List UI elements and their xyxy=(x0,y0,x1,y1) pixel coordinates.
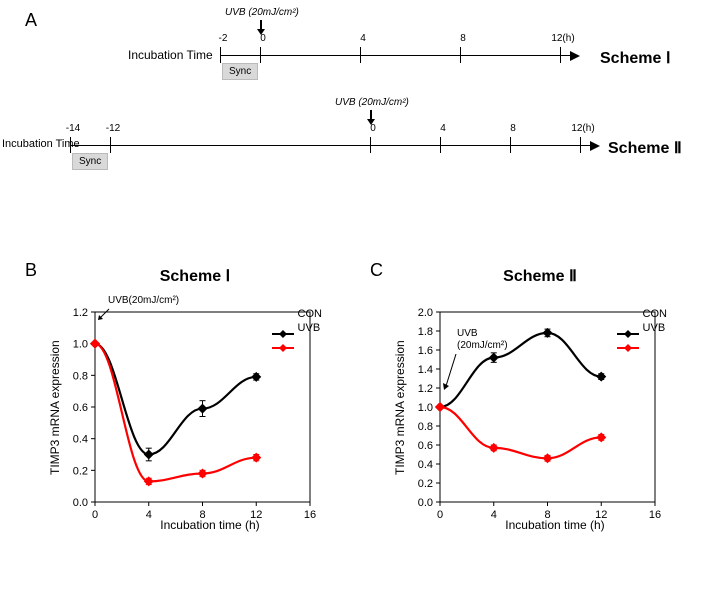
timeline-ticklabel: 8 xyxy=(498,123,528,134)
timeline-tick xyxy=(560,47,561,63)
timeline-ticklabel: 0 xyxy=(358,123,388,134)
timeline-tick xyxy=(360,47,361,63)
svg-text:0.4: 0.4 xyxy=(418,459,433,471)
chart-c-annotation-arrow-icon xyxy=(442,352,460,392)
svg-text:1.6: 1.6 xyxy=(418,345,433,357)
timeline-tick xyxy=(510,137,511,153)
timeline-ticklabel: -2 xyxy=(208,33,238,44)
timeline-ticklabel: 4 xyxy=(428,123,458,134)
chart-b-annotation-arrow-icon xyxy=(97,307,111,321)
chart-c-xlabel: Incubation time (h) xyxy=(400,518,710,532)
chart-b-xlabel: Incubation time (h) xyxy=(55,518,365,532)
timeline-ticklabel: 12(h) xyxy=(568,123,598,134)
panel-c-label: C xyxy=(370,260,383,281)
svg-text:1.2: 1.2 xyxy=(418,383,433,395)
legend-uvb-label-c: UVB xyxy=(643,322,666,334)
chart-b-title: Scheme Ⅰ xyxy=(40,266,350,286)
legend-con: CON xyxy=(617,308,667,320)
scheme2-label: Scheme Ⅱ xyxy=(608,138,682,158)
scheme2-sync-box: Sync xyxy=(72,153,108,170)
scheme1-timeline: Incubation Time UVB (20mJ/cm²) -204812(h… xyxy=(220,55,620,95)
scheme2-incubation-label: Incubation Time xyxy=(2,138,92,150)
svg-text:0.6: 0.6 xyxy=(418,440,433,452)
timeline-tick xyxy=(70,137,71,153)
timeline-tick xyxy=(460,47,461,63)
timeline-tick xyxy=(220,47,221,63)
timeline-ticklabel: 0 xyxy=(248,33,278,44)
scheme2-uvb-label: UVB (20mJ/cm²) xyxy=(335,97,409,108)
svg-text:0.0: 0.0 xyxy=(418,497,433,509)
svg-text:0.0: 0.0 xyxy=(73,497,88,509)
chart-c-annotation-l1: UVB xyxy=(457,328,478,339)
legend-con-label-c: CON xyxy=(643,308,667,320)
panel-a-label: A xyxy=(25,10,37,31)
scheme1-incubation-label: Incubation Time xyxy=(128,48,213,62)
svg-text:1.2: 1.2 xyxy=(73,307,88,319)
scheme1-sync-box: Sync xyxy=(222,63,258,80)
timeline-ticklabel: 8 xyxy=(448,33,478,44)
svg-text:0.6: 0.6 xyxy=(73,402,88,414)
svg-text:0.8: 0.8 xyxy=(73,370,88,382)
timeline-ticklabel: 12(h) xyxy=(548,33,578,44)
legend-uvb: UVB xyxy=(617,322,667,334)
legend-con-label: CON xyxy=(298,308,322,320)
scheme1-uvb-label: UVB (20mJ/cm²) xyxy=(225,7,299,18)
timeline-tick xyxy=(440,137,441,153)
panel-b-label: B xyxy=(25,260,37,281)
scheme1-axis xyxy=(220,55,570,56)
svg-text:0.8: 0.8 xyxy=(418,421,433,433)
chart-c-title: Scheme Ⅱ xyxy=(385,266,695,286)
scheme2-timeline: Incubation Time UVB (20mJ/cm²) -14-12048… xyxy=(70,145,630,185)
svg-text:0.2: 0.2 xyxy=(418,478,433,490)
chart-scheme2: Scheme Ⅱ TIMP3 mRNA expression 0.00.20.4… xyxy=(385,270,695,540)
timeline-tick xyxy=(110,137,111,153)
chart-c-legend: CON UVB xyxy=(617,308,667,336)
chart-scheme1: Scheme Ⅰ TIMP3 mRNA expression 0.00.20.4… xyxy=(40,270,350,540)
scheme1-arrowhead-icon xyxy=(570,51,580,61)
svg-text:1.8: 1.8 xyxy=(418,326,433,338)
svg-text:2.0: 2.0 xyxy=(418,307,433,319)
scheme2-arrowhead-icon xyxy=(590,141,600,151)
scheme2-axis xyxy=(70,145,590,146)
svg-text:1.4: 1.4 xyxy=(418,364,433,376)
chart-c-annotation-l2: (20mJ/cm²) xyxy=(457,340,508,351)
chart-b-annotation: UVB(20mJ/cm²) xyxy=(108,295,179,306)
legend-uvb: UVB xyxy=(272,322,322,334)
svg-text:1.0: 1.0 xyxy=(418,402,433,414)
timeline-tick xyxy=(580,137,581,153)
legend-uvb-label: UVB xyxy=(298,322,321,334)
timeline-tick xyxy=(260,47,261,63)
timeline-tick xyxy=(370,137,371,153)
svg-text:1.0: 1.0 xyxy=(73,339,88,351)
timeline-ticklabel: 4 xyxy=(348,33,378,44)
chart-b-legend: CON UVB xyxy=(272,308,322,336)
timeline-ticklabel: -12 xyxy=(98,123,128,134)
svg-text:0.2: 0.2 xyxy=(73,465,88,477)
scheme1-label: Scheme Ⅰ xyxy=(600,48,671,68)
timeline-ticklabel: -14 xyxy=(58,123,88,134)
legend-con: CON xyxy=(272,308,322,320)
svg-text:0.4: 0.4 xyxy=(73,434,88,446)
